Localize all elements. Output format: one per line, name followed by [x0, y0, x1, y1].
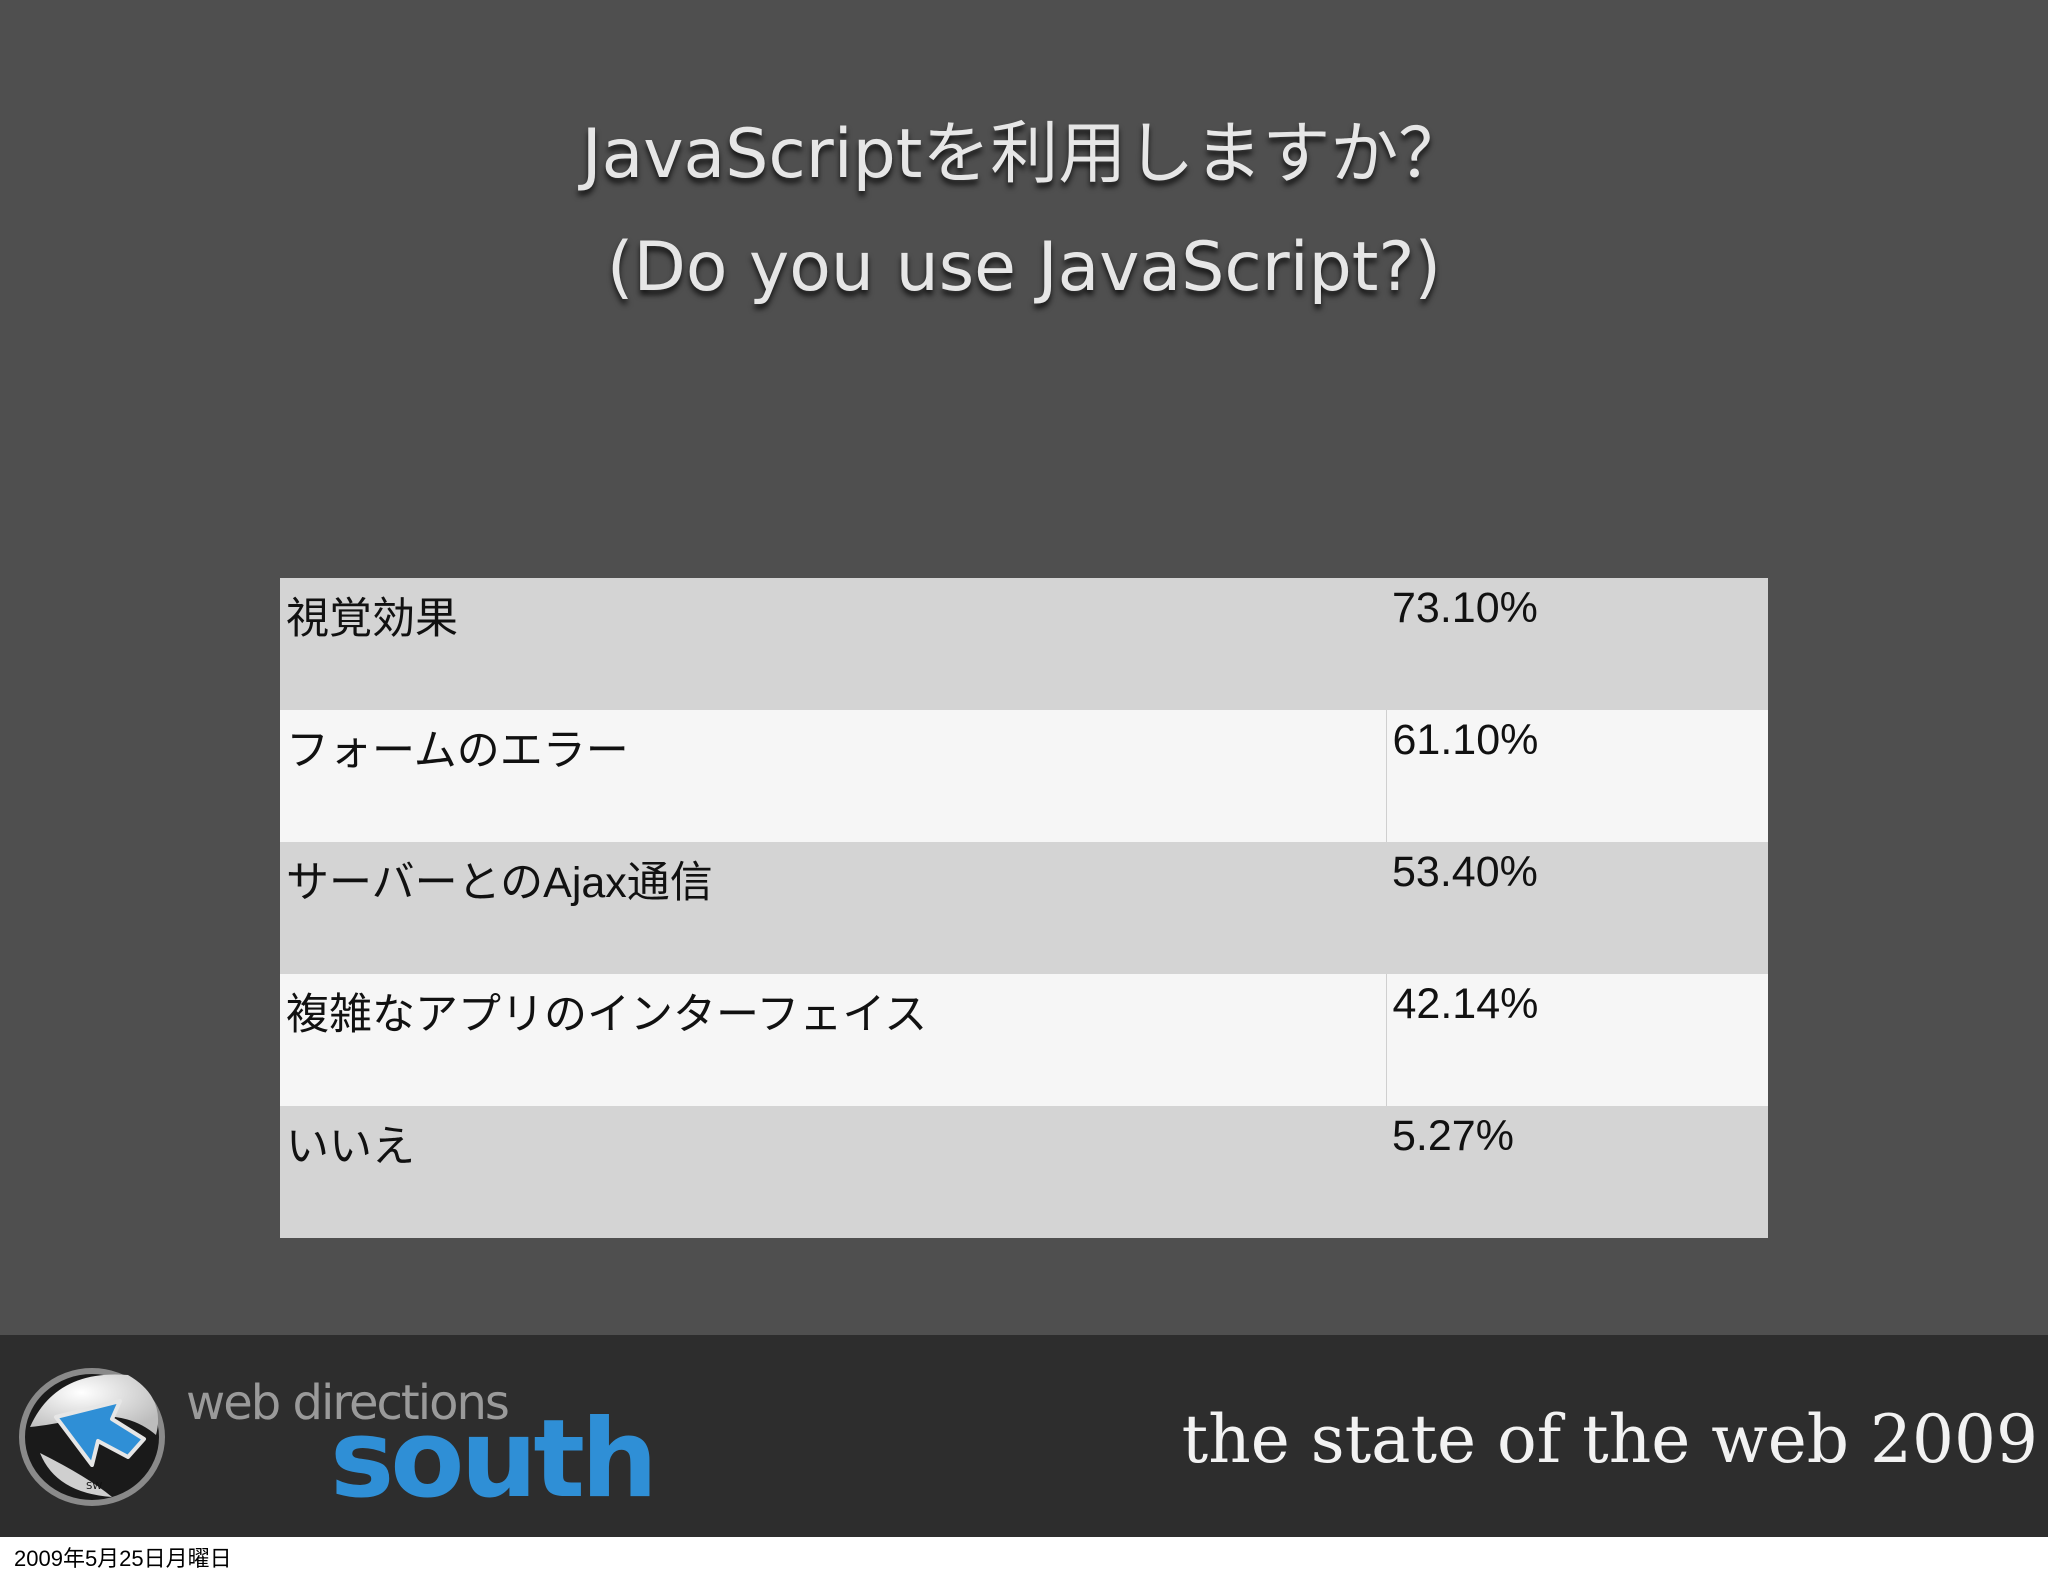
- table-row: いいえ 5.27%: [280, 1106, 1768, 1238]
- table-row: 視覚効果 73.10%: [280, 578, 1768, 710]
- row-label: いいえ: [286, 1123, 415, 1171]
- globe-arrow-logo-icon: SW: [19, 1368, 165, 1506]
- row-label: フォームのエラー: [286, 727, 629, 775]
- row-label: 視覚効果: [286, 595, 458, 643]
- row-label-cell: フォームのエラー: [280, 710, 1386, 842]
- row-label-cell: 複雑なアプリのインターフェイス: [280, 974, 1386, 1106]
- row-value: 61.10%: [1392, 716, 1539, 764]
- row-label-cell: いいえ: [280, 1106, 1386, 1238]
- row-value: 42.14%: [1392, 980, 1539, 1028]
- logo-wordmark-top: web directions: [186, 1375, 510, 1431]
- table-row: サーバーとのAjax通信 53.40%: [280, 842, 1768, 974]
- row-label-cell: 視覚効果: [280, 578, 1386, 710]
- row-label: サーバーとのAjax通信: [286, 859, 713, 907]
- row-value-cell: 73.10%: [1386, 578, 1768, 710]
- row-value-cell: 61.10%: [1385, 710, 1768, 842]
- row-value-cell: 5.27%: [1386, 1106, 1768, 1238]
- table-row: 複雑なアプリのインターフェイス 42.14%: [280, 974, 1768, 1106]
- row-value-cell: 53.40%: [1386, 842, 1768, 974]
- row-value: 53.40%: [1392, 848, 1538, 896]
- row-value: 73.10%: [1392, 584, 1538, 632]
- results-table: 視覚効果 73.10% フォームのエラー 61.10% サーバーとのAjax通信…: [280, 578, 1768, 1238]
- row-label-cell: サーバーとのAjax通信: [280, 842, 1386, 974]
- footer-bar: SW web directions south the state of the…: [0, 1335, 2048, 1537]
- table-row: フォームのエラー 61.10%: [280, 710, 1768, 842]
- slide: JavaScriptを利用しますか？ (Do you use JavaScrip…: [0, 0, 2048, 1335]
- footer-title: the state of the web 2009: [1181, 1401, 2038, 1478]
- slide-title: JavaScriptを利用しますか？: [581, 115, 1467, 194]
- slide-subtitle: (Do you use JavaScript?): [606, 228, 1442, 307]
- row-value: 5.27%: [1392, 1112, 1514, 1160]
- row-label: 複雑なアプリのインターフェイス: [286, 991, 928, 1039]
- row-value-cell: 42.14%: [1385, 974, 1768, 1106]
- logo-wordmark-bottom: south: [330, 1397, 658, 1522]
- timestamp: 2009年5月25日月曜日: [14, 1546, 232, 1571]
- logo-badge-text: SW: [86, 1481, 102, 1492]
